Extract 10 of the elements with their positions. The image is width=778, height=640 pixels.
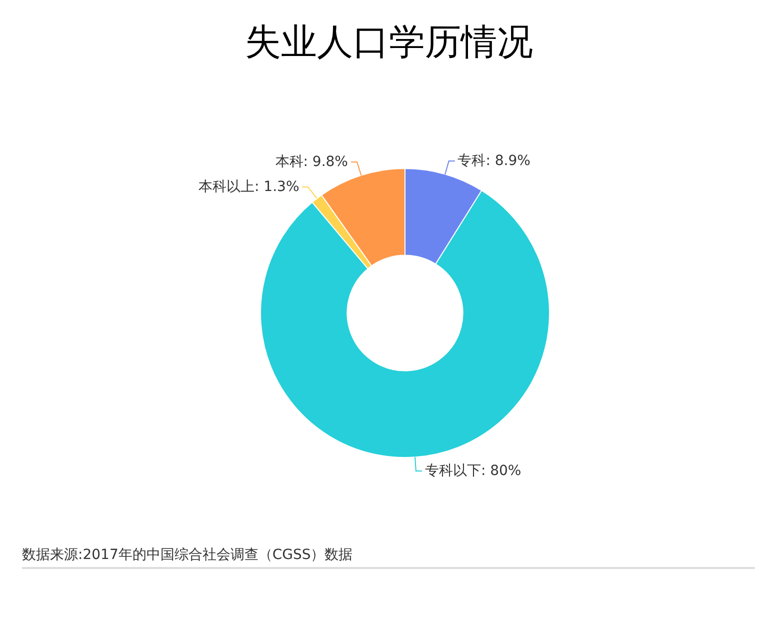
data-label: : 80% bbox=[480, 463, 522, 480]
slice-label: 专科 bbox=[458, 152, 486, 169]
slice-label: 专科以下 bbox=[424, 463, 481, 480]
data-label: : 1.3% bbox=[254, 179, 300, 196]
data-label: : 8.9% bbox=[486, 152, 530, 169]
source-note: 数据来源:2017年的中国综合社会调查（CGSS）数据 bbox=[22, 546, 353, 564]
chart-title: 失业人口学历情况 bbox=[244, 21, 534, 65]
data-label: : 9.8% bbox=[303, 154, 348, 170]
slice-label: 本科 bbox=[275, 154, 304, 170]
slice-label: 本科以上 bbox=[198, 179, 255, 196]
